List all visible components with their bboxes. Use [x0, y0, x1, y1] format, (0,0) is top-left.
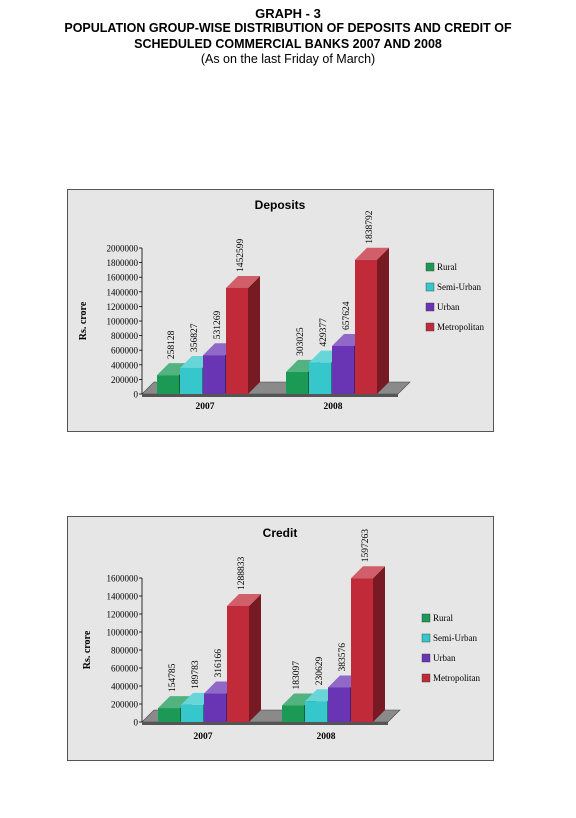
- bar-metropolitan-2007: [226, 287, 248, 394]
- y-tick-label: 400000: [111, 682, 139, 692]
- y-tick-label: 200000: [111, 700, 139, 710]
- data-label: 189783: [191, 660, 201, 689]
- y-tick-label: 800000: [111, 331, 139, 341]
- y-tick-label: 600000: [111, 664, 139, 674]
- credit-chart: Credit Rs. crore 0 200000 400000 600000 800000…: [82, 526, 480, 742]
- y-tick-label: 0: [134, 390, 139, 400]
- y-axis-label: Rs. crore: [82, 630, 93, 669]
- y-tick-label: 800000: [111, 646, 139, 656]
- legend-entry: Metropolitan: [437, 322, 484, 332]
- legend-swatch: [425, 302, 435, 312]
- bar-side: [248, 275, 260, 394]
- bar-metropolitan-2008: [351, 578, 373, 722]
- bar-side: [373, 566, 385, 722]
- bar-rural-2008: [282, 705, 304, 722]
- legend-swatch: [421, 613, 431, 623]
- bar-urban-2007: [203, 355, 225, 394]
- data-label: 1597263: [361, 529, 371, 563]
- page-title-line-1: POPULATION GROUP-WISE DISTRIBUTION OF DE…: [64, 21, 512, 35]
- legend-swatch: [425, 322, 435, 332]
- x-category-label: 2008: [324, 402, 343, 412]
- y-tick-label: 1200000: [107, 302, 139, 312]
- bar-rural-2008: [286, 371, 308, 394]
- bar-top: [282, 693, 316, 706]
- x-category-label: 2007: [194, 732, 213, 742]
- deposits-chart: Deposits Rs. crore 0 200000 400000 600000 8000…: [78, 198, 484, 412]
- y-axis-label: Rs. crore: [78, 301, 89, 340]
- y-tick-label: 1400000: [107, 592, 139, 602]
- data-label: 1288833: [237, 557, 247, 591]
- data-label: 258128: [167, 330, 177, 359]
- bar-semi-urban-2007: [180, 367, 202, 394]
- data-label: 657624: [342, 301, 352, 330]
- y-tick-label: 1800000: [107, 258, 139, 268]
- graph-number: GRAPH - 3: [255, 6, 321, 21]
- bar-side: [377, 247, 389, 394]
- bar-urban-2008: [328, 687, 350, 722]
- legend-swatch: [425, 262, 435, 272]
- data-label: 316166: [214, 649, 224, 678]
- bar-metropolitan-2008: [355, 259, 377, 394]
- bar-urban-2008: [332, 345, 354, 394]
- y-tick-label: 1600000: [107, 574, 139, 584]
- bar-semi-urban-2007: [181, 704, 203, 722]
- bar-side: [249, 594, 261, 722]
- y-tick-label: 1000000: [107, 317, 139, 327]
- data-label: 383576: [338, 643, 348, 672]
- y-tick-label: 1400000: [107, 287, 139, 297]
- x-category-label: 2008: [317, 732, 336, 742]
- bar-rural-2007: [158, 708, 180, 722]
- legend-entry: Semi-Urban: [437, 282, 481, 292]
- legend-entry: Urban: [433, 653, 456, 663]
- legend-entry: Semi-Urban: [433, 633, 477, 643]
- data-label: 183097: [292, 661, 302, 690]
- legend-entry: Rural: [437, 262, 457, 272]
- y-tick-label: 1000000: [107, 628, 139, 638]
- data-label: 429377: [319, 318, 329, 347]
- chart-floor-edge: [142, 722, 388, 725]
- legend-entry: Rural: [433, 613, 453, 623]
- legend-swatch: [421, 653, 431, 663]
- page-subtitle: (As on the last Friday of March): [200, 52, 376, 66]
- page-title-line-2: SCHEDULED COMMERCIAL BANKS 2007 AND 2008: [134, 37, 442, 51]
- chart-floor-edge: [142, 394, 398, 397]
- y-tick-label: 600000: [111, 346, 139, 356]
- legend-entry: Metropolitan: [433, 673, 480, 683]
- data-label: 1838792: [365, 210, 375, 244]
- data-label: 154785: [168, 663, 178, 692]
- data-label: 531269: [213, 310, 223, 339]
- credit-chart-panel: Credit Rs. crore 0 200000 400000 600000 800000…: [67, 516, 494, 761]
- legend-swatch: [421, 673, 431, 683]
- bar-urban-2007: [204, 693, 226, 722]
- y-tick-label: 1600000: [107, 273, 139, 283]
- bar-semi-urban-2008: [305, 701, 327, 722]
- y-tick-label: 1200000: [107, 610, 139, 620]
- bar-top: [226, 275, 260, 288]
- chart-title: Credit: [263, 526, 298, 540]
- bar-metropolitan-2007: [227, 606, 249, 722]
- bar-rural-2007: [157, 375, 179, 394]
- y-tick-label: 400000: [111, 360, 139, 370]
- bar-semi-urban-2008: [309, 362, 331, 394]
- y-tick-label: 2000000: [107, 244, 139, 254]
- y-tick-label: 200000: [111, 375, 139, 385]
- chart-title: Deposits: [255, 198, 306, 212]
- data-label: 303025: [296, 327, 306, 356]
- legend-swatch: [425, 282, 435, 292]
- data-label: 1452599: [236, 238, 246, 272]
- bar-top: [355, 247, 389, 260]
- bar-top: [158, 696, 192, 709]
- legend-entry: Urban: [437, 302, 460, 312]
- bar-top: [351, 566, 385, 579]
- y-tick-label: 0: [134, 718, 139, 728]
- bar-top: [227, 594, 261, 607]
- deposits-chart-panel: Deposits Rs. crore 0 200000 400000 600000 8000…: [67, 189, 494, 432]
- data-label: 230629: [315, 656, 325, 685]
- legend-swatch: [421, 633, 431, 643]
- x-category-label: 2007: [196, 402, 215, 412]
- data-label: 356827: [190, 323, 200, 352]
